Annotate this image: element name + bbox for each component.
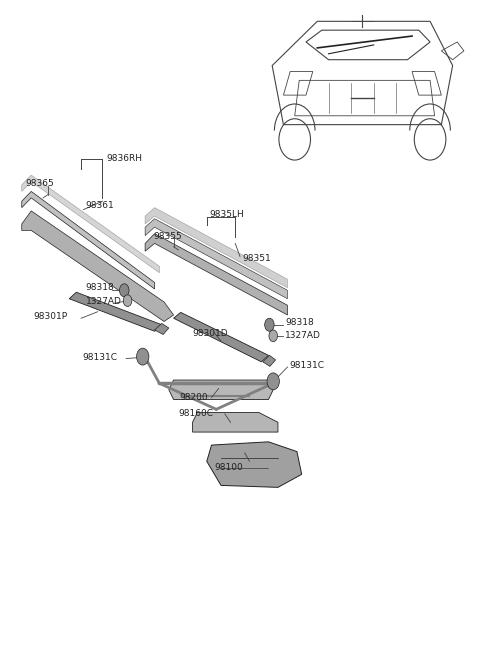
Circle shape	[267, 373, 279, 390]
Polygon shape	[192, 413, 278, 432]
Polygon shape	[207, 442, 301, 487]
Polygon shape	[22, 175, 159, 273]
Text: 98200: 98200	[179, 393, 208, 402]
Text: 1327AD: 1327AD	[285, 331, 321, 340]
Circle shape	[269, 330, 277, 342]
Circle shape	[120, 284, 129, 297]
Circle shape	[123, 295, 132, 306]
Polygon shape	[145, 234, 288, 315]
Text: 9836RH: 9836RH	[106, 154, 142, 163]
Text: 1327AD: 1327AD	[86, 297, 122, 306]
Text: 98351: 98351	[242, 254, 271, 263]
Text: 98365: 98365	[25, 179, 54, 188]
Polygon shape	[22, 192, 155, 289]
Polygon shape	[155, 323, 169, 335]
Polygon shape	[69, 292, 162, 331]
Text: 98318: 98318	[285, 318, 314, 327]
Text: 98131C: 98131C	[289, 361, 324, 369]
Text: 98361: 98361	[86, 201, 115, 210]
Text: 98100: 98100	[214, 462, 243, 472]
Polygon shape	[169, 380, 273, 400]
Polygon shape	[145, 218, 288, 298]
Text: 98318: 98318	[86, 283, 115, 292]
Polygon shape	[22, 211, 174, 321]
Text: 98131C: 98131C	[83, 353, 118, 361]
Circle shape	[137, 348, 149, 365]
Text: 98301D: 98301D	[192, 329, 228, 338]
Text: 98355: 98355	[154, 232, 182, 241]
Text: 98160C: 98160C	[179, 409, 213, 419]
Text: 98301P: 98301P	[34, 312, 68, 321]
Polygon shape	[263, 356, 276, 367]
Polygon shape	[174, 312, 268, 362]
Circle shape	[264, 318, 274, 331]
Polygon shape	[145, 208, 288, 288]
Text: 9835LH: 9835LH	[209, 211, 244, 219]
